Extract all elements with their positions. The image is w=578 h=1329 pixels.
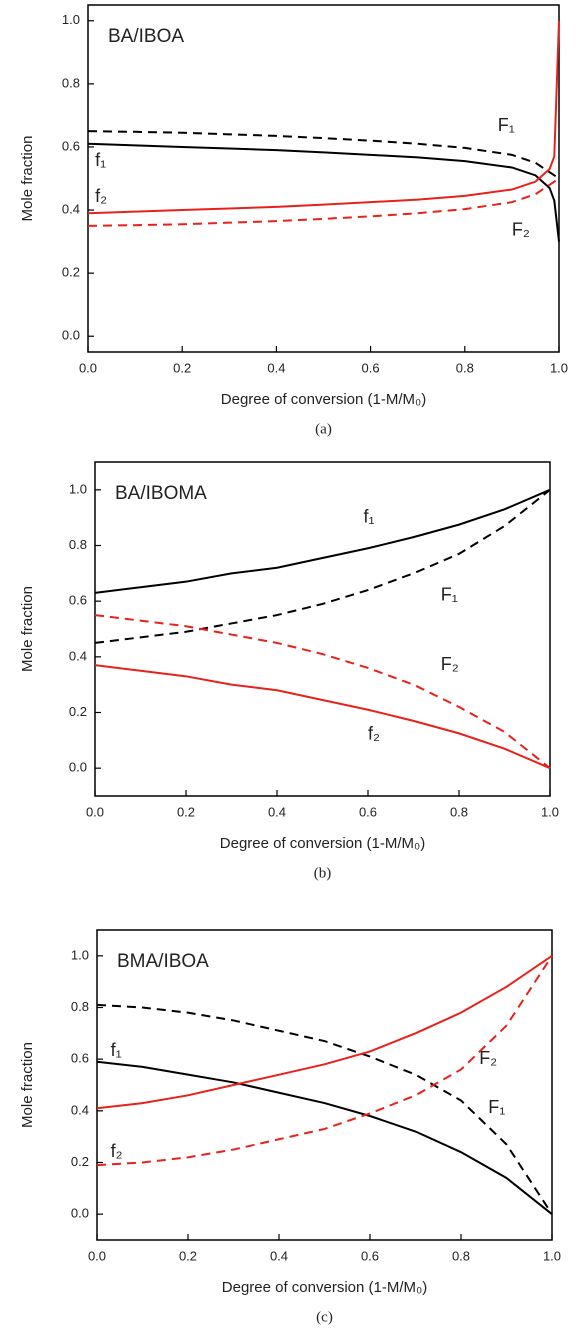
x-tick-label: 0.0: [86, 804, 104, 819]
y-tick-label: 0.8: [71, 999, 89, 1014]
x-tick-label: 0.4: [267, 360, 285, 375]
series-line: [96, 955, 553, 1110]
plot-frame: [87, 4, 560, 353]
y-tick-label: 1.0: [62, 12, 80, 27]
y-tick-label: 0.2: [71, 1154, 89, 1169]
series-label: f₂: [111, 1141, 123, 1161]
series-label: f₂: [95, 186, 107, 206]
series-line: [94, 664, 551, 770]
series-line: [96, 955, 553, 1167]
x-tick-label: 1.0: [541, 804, 559, 819]
series-line: [87, 177, 560, 227]
x-tick-label: 0.6: [362, 360, 380, 375]
caption: (b): [314, 865, 332, 881]
x-tick-label: 0.2: [179, 1248, 197, 1263]
y-axis-label: Mole fraction: [19, 136, 36, 222]
panel-title: BA/IBOA: [108, 26, 184, 47]
x-tick-label: 0.0: [88, 1248, 106, 1263]
x-axis-label: Degree of conversion (1-M/M₀): [222, 1279, 427, 1296]
y-tick-label: 0.2: [62, 265, 80, 280]
series-label: F₂: [441, 654, 459, 674]
y-tick-label: 0.4: [69, 648, 87, 663]
plot-frame: [96, 929, 553, 1241]
series-line: [94, 614, 551, 769]
series-line: [96, 1003, 553, 1215]
y-tick-label: 0.4: [62, 201, 80, 216]
y-tick-label: 0.0: [69, 760, 87, 775]
series-label: f₁: [111, 1040, 122, 1060]
x-tick-label: 0.8: [450, 804, 468, 819]
y-tick-label: 1.0: [69, 481, 87, 496]
series-label: F₁: [498, 115, 515, 135]
series-label: F₂: [512, 219, 530, 239]
panel-title: BMA/IBOA: [117, 951, 209, 972]
y-tick-label: 0.0: [62, 328, 80, 343]
series-label: F₂: [479, 1048, 497, 1068]
x-axis-label: Degree of conversion (1-M/M₀): [221, 391, 426, 408]
y-tick-label: 1.0: [71, 947, 89, 962]
x-tick-label: 0.2: [173, 360, 191, 375]
y-tick-label: 0.2: [69, 704, 87, 719]
x-tick-label: 0.4: [268, 804, 286, 819]
x-tick-label: 0.0: [79, 360, 97, 375]
x-tick-label: 1.0: [550, 360, 568, 375]
series-line: [96, 1060, 553, 1215]
series-line: [87, 130, 560, 180]
series-label: f₂: [368, 724, 380, 744]
series-line: [94, 489, 551, 644]
y-tick-label: 0.8: [62, 75, 80, 90]
y-tick-label: 0.4: [71, 1102, 89, 1117]
series-line: [87, 20, 560, 215]
caption: (c): [316, 1309, 333, 1325]
series-line: [87, 142, 560, 242]
x-tick-label: 0.8: [456, 360, 474, 375]
series-line: [94, 488, 551, 594]
x-tick-label: 0.8: [452, 1248, 470, 1263]
y-tick-label: 0.6: [71, 1051, 89, 1066]
series-label: F₁: [441, 584, 458, 604]
series-label: f₁: [95, 150, 106, 170]
y-tick-label: 0.6: [69, 593, 87, 608]
x-tick-label: 0.6: [361, 1248, 379, 1263]
y-tick-label: 0.0: [71, 1206, 89, 1221]
x-axis-label: Degree of conversion (1-M/M₀): [220, 835, 425, 852]
y-tick-label: 0.8: [69, 537, 87, 552]
x-tick-label: 0.4: [270, 1248, 288, 1263]
y-axis-label: Mole fraction: [19, 586, 36, 672]
x-tick-label: 0.6: [359, 804, 377, 819]
series-label: f₁: [363, 506, 374, 526]
caption: (a): [315, 421, 332, 437]
x-tick-label: 1.0: [543, 1248, 561, 1263]
y-tick-label: 0.6: [62, 138, 80, 153]
panel-title: BA/IBOMA: [115, 483, 207, 504]
series-label: F₁: [488, 1097, 505, 1117]
plot-frame: [94, 461, 551, 797]
y-axis-label: Mole fraction: [19, 1042, 36, 1128]
x-tick-label: 0.2: [177, 804, 195, 819]
